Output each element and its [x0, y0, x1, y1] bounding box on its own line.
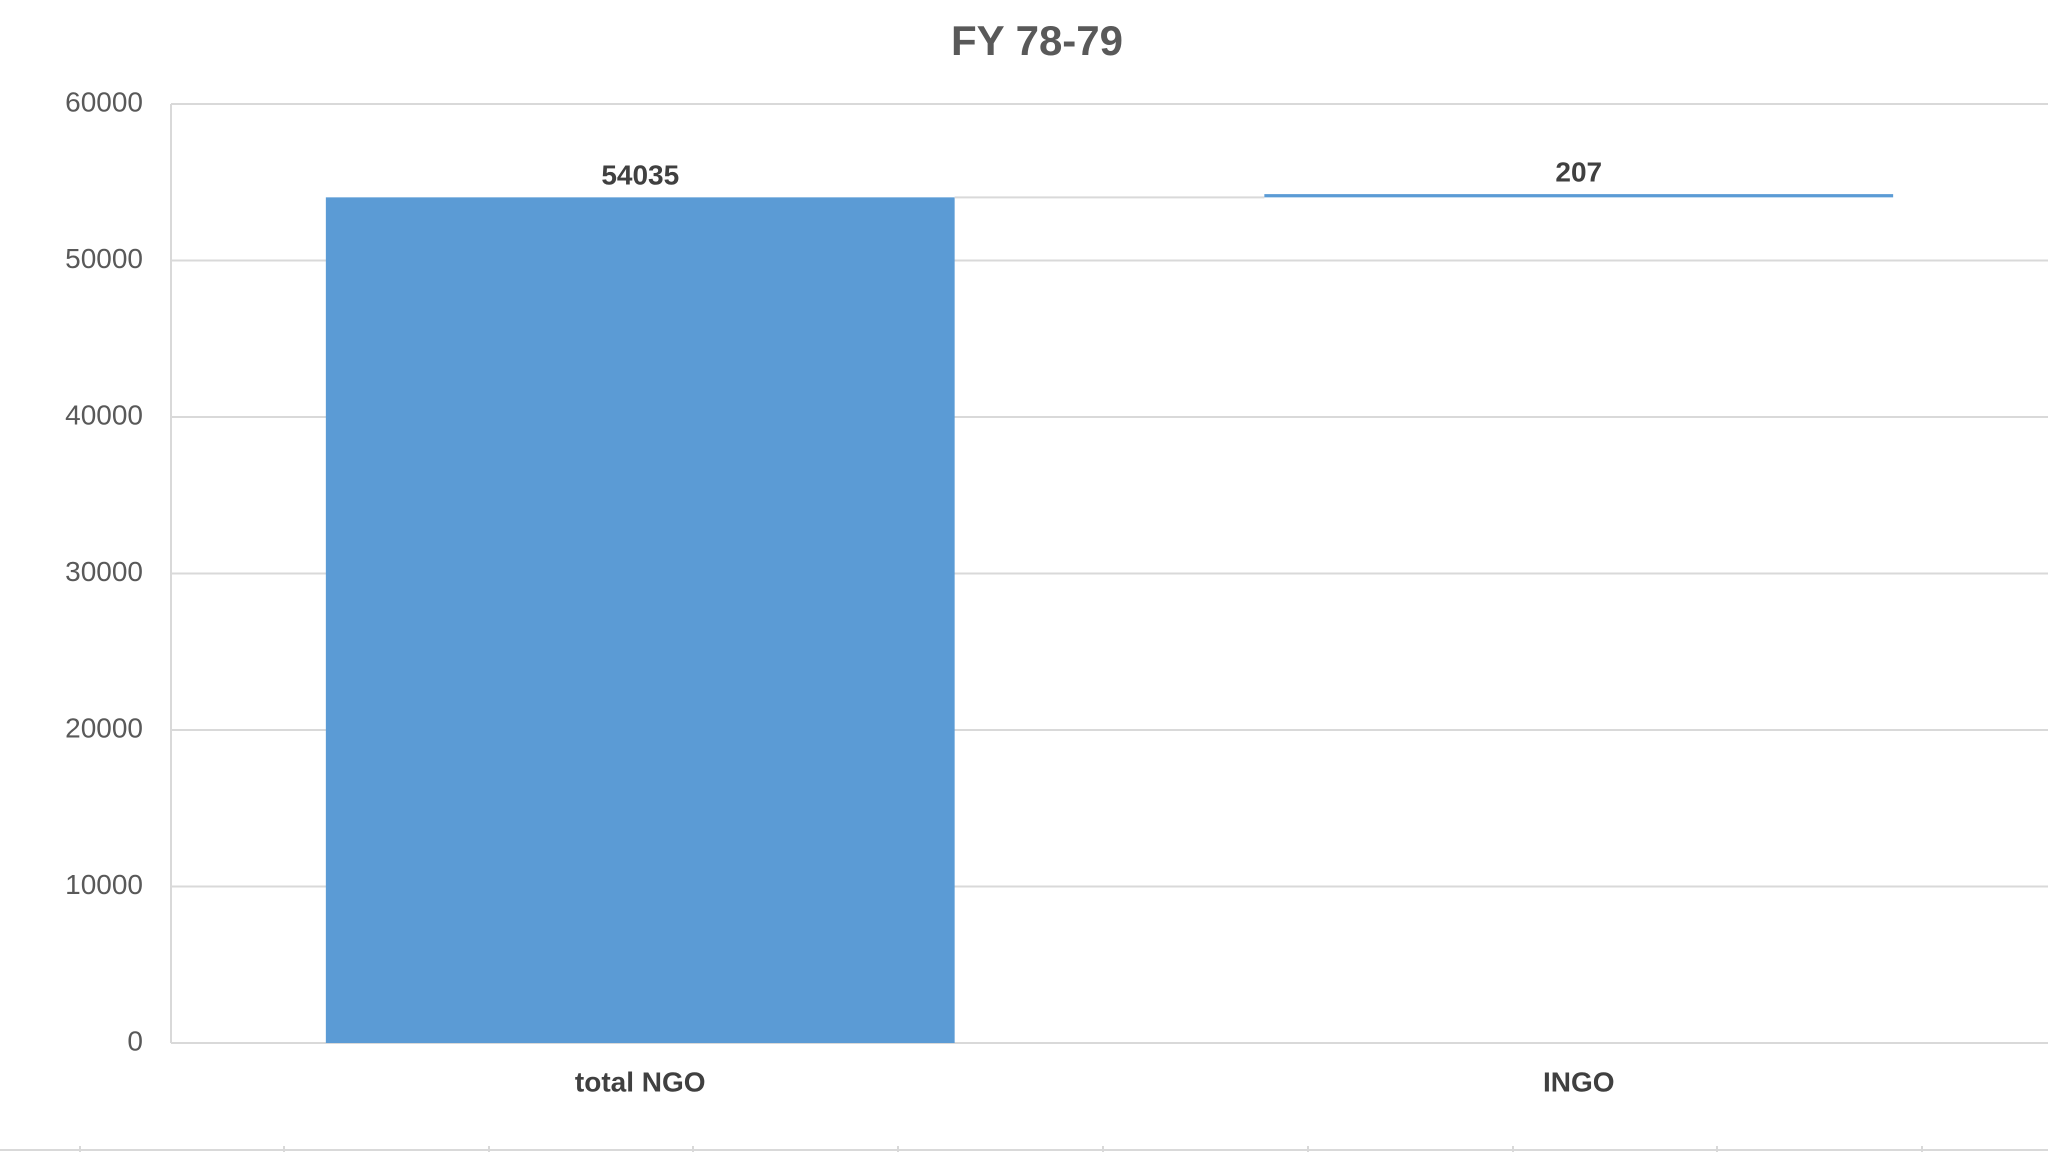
data-label: 207 [1555, 157, 1602, 188]
y-tick-label: 30000 [65, 556, 143, 587]
chart-title: FY 78-79 [951, 17, 1123, 64]
bar [325, 197, 955, 1044]
y-tick-label: 50000 [65, 243, 143, 274]
y-tick-label: 60000 [65, 86, 143, 117]
bar [1264, 194, 1894, 198]
y-tick-label: 20000 [65, 712, 143, 743]
y-tick-label: 40000 [65, 399, 143, 430]
y-tick-label: 10000 [65, 869, 143, 900]
bottom-decoration [0, 1146, 2048, 1152]
y-tick-label: 0 [127, 1025, 143, 1056]
x-tick-label: INGO [1543, 1066, 1615, 1097]
x-tick-label: total NGO [575, 1066, 706, 1097]
data-label: 54035 [601, 160, 679, 191]
